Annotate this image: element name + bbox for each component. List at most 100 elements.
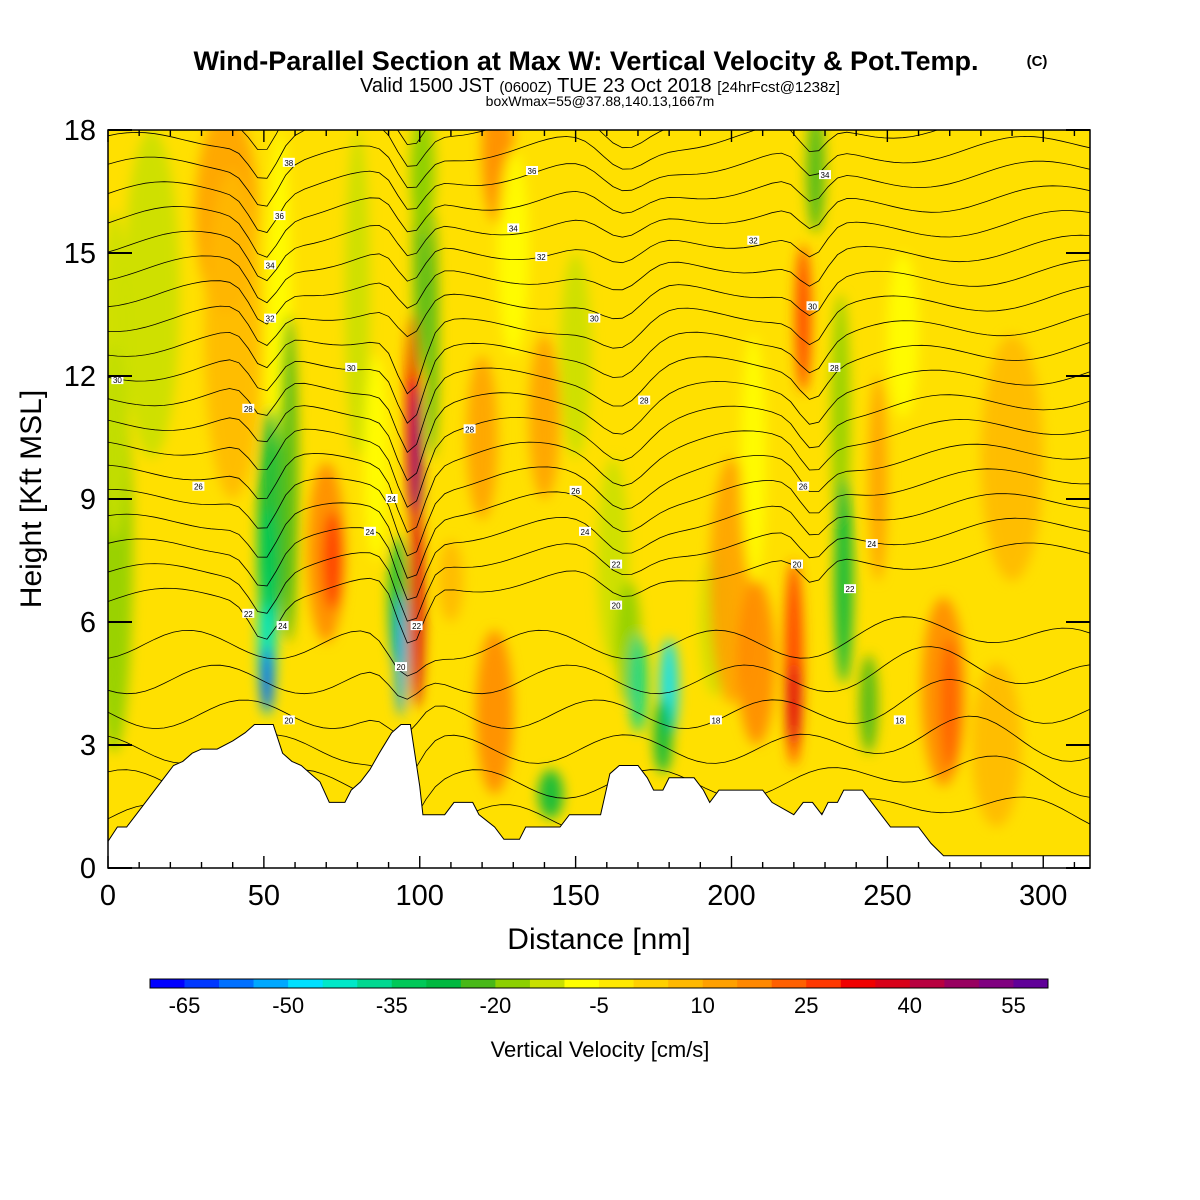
contour-label-bg <box>797 481 810 491</box>
contour-label: 32 <box>749 237 758 246</box>
contour-label: 20 <box>793 561 802 570</box>
contour-label-bg <box>610 559 623 569</box>
contour-label: 30 <box>590 315 599 324</box>
contour-label-bg <box>463 424 476 434</box>
x-tick-label: 100 <box>396 880 444 912</box>
contour-label: 22 <box>612 561 621 570</box>
box-info: boxWmax=55@37.88,140.13,1667m <box>486 93 715 109</box>
velocity-cell <box>123 130 180 458</box>
theta-contour-line <box>108 646 1090 700</box>
velocity-cell <box>497 150 529 356</box>
contour-label: 20 <box>284 716 293 725</box>
contour-label-bg <box>111 375 124 385</box>
y-tick-label: 9 <box>80 484 96 516</box>
x-tick-label: 50 <box>248 880 280 912</box>
velocity-cell <box>475 630 514 795</box>
contour-label: 28 <box>640 397 649 406</box>
contour-label: 26 <box>799 483 808 492</box>
contour-label: 24 <box>387 495 396 504</box>
colorbar-cell <box>702 979 738 988</box>
terrain-mask <box>108 724 1090 868</box>
velocity-cell <box>653 699 673 774</box>
theta-contour-line <box>240 130 427 150</box>
y-tick-label: 12 <box>64 361 96 393</box>
contour-label-bg <box>264 260 277 270</box>
velocity-cell <box>538 769 564 819</box>
velocity-field <box>108 130 1044 827</box>
contour-label: 34 <box>821 171 830 180</box>
colorbar-tick-label: 10 <box>690 993 714 1018</box>
theta-contour-line <box>108 369 1090 482</box>
velocity-cell <box>408 503 425 709</box>
velocity-cell <box>940 638 960 770</box>
contour-label-bg <box>709 715 722 725</box>
y-tick-label: 15 <box>64 238 96 270</box>
velocity-cell <box>787 663 800 745</box>
colorbar-cell <box>944 979 980 988</box>
contour-label-bg <box>282 715 295 725</box>
y-tick-label: 18 <box>64 115 96 147</box>
chart-subtitle: Valid 1500 JST (0600Z) TUE 23 Oct 2018 [… <box>360 75 840 97</box>
colorbar-cell <box>495 979 531 988</box>
y-tick-label: 3 <box>80 730 96 762</box>
contour-label: 32 <box>537 253 546 262</box>
contour-label-bg <box>747 235 760 245</box>
colorbar-frame <box>149 978 1049 989</box>
contour-label-bg <box>242 403 255 413</box>
theta-contour-line <box>108 285 1090 395</box>
contour-label: 22 <box>846 585 855 594</box>
contour-label-bg <box>526 166 538 175</box>
contour-label-bg <box>535 252 548 262</box>
colorbar-cell <box>150 979 185 988</box>
velocity-cell <box>438 540 464 622</box>
colorbar-label: Vertical Velocity [cm/s] <box>491 1037 710 1062</box>
contour-label: 20 <box>397 663 406 672</box>
velocity-cell <box>806 130 826 233</box>
contour-label: 20 <box>612 602 621 611</box>
contour-label-bg <box>507 223 520 233</box>
colorbar-cell <box>875 979 911 988</box>
contour-label: 30 <box>113 376 122 385</box>
velocity-cell <box>363 355 389 561</box>
velocity-cell <box>560 253 592 458</box>
colorbar-tick-label: -35 <box>376 993 408 1018</box>
contour-label: 30 <box>808 302 817 311</box>
contour-label-bg <box>264 313 277 323</box>
contour-label-bg <box>273 211 286 221</box>
velocity-cell <box>831 294 850 540</box>
colorbar-cell <box>391 979 427 988</box>
velocity-cell <box>410 130 436 233</box>
contour-label-bg <box>588 313 601 323</box>
velocity-cell <box>887 253 919 417</box>
contour-label: 22 <box>412 622 421 631</box>
theta-contour-line <box>108 542 1090 644</box>
velocity-cell <box>411 384 423 532</box>
colorbar-tick-labels: -65 -50 -35 -20 -5 10 25 40 55 <box>169 993 1026 1018</box>
velocity-cell <box>426 212 439 458</box>
colorbar-cell <box>529 979 565 988</box>
theta-contour-line <box>108 210 1090 304</box>
contour-label: 26 <box>194 483 203 492</box>
colorbar-cell <box>771 979 807 988</box>
theta-contour-line <box>108 418 1090 533</box>
colorbar-cell <box>1013 979 1049 988</box>
contour-label-bg <box>242 608 255 618</box>
colorbar-tick-label: 55 <box>1001 993 1025 1018</box>
velocity-cell <box>261 646 273 713</box>
contour-label-bg <box>385 494 398 503</box>
velocity-cell <box>628 634 648 733</box>
contour-label: 26 <box>571 487 580 496</box>
velocity-cell <box>344 130 370 458</box>
colorbar-cell <box>219 979 254 988</box>
contour-label: 32 <box>266 315 275 324</box>
colorbar-cell <box>599 979 634 988</box>
colorbar-cell <box>806 979 842 988</box>
contour-label-bg <box>806 301 819 311</box>
theta-contour-line <box>108 160 1090 258</box>
contour-label: 34 <box>509 224 518 233</box>
velocity-cell <box>834 478 854 684</box>
theta-contour-line <box>108 130 939 207</box>
velocity-cell <box>740 335 766 581</box>
y-tick-label: 0 <box>80 853 96 885</box>
